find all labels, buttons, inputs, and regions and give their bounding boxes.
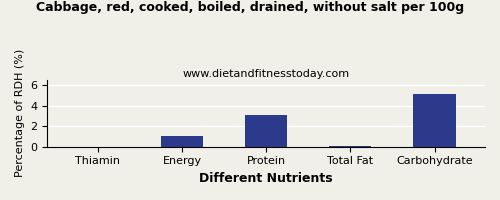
- Text: Cabbage, red, cooked, boiled, drained, without salt per 100g: Cabbage, red, cooked, boiled, drained, w…: [36, 1, 464, 14]
- Bar: [414, 94, 456, 147]
- Y-axis label: Percentage of RDH (%): Percentage of RDH (%): [15, 49, 25, 177]
- Title: www.dietandfitnesstoday.com: www.dietandfitnesstoday.com: [182, 69, 350, 79]
- Bar: [245, 115, 287, 147]
- X-axis label: Different Nutrients: Different Nutrients: [200, 172, 333, 185]
- Bar: [330, 146, 372, 147]
- Bar: [161, 136, 203, 147]
